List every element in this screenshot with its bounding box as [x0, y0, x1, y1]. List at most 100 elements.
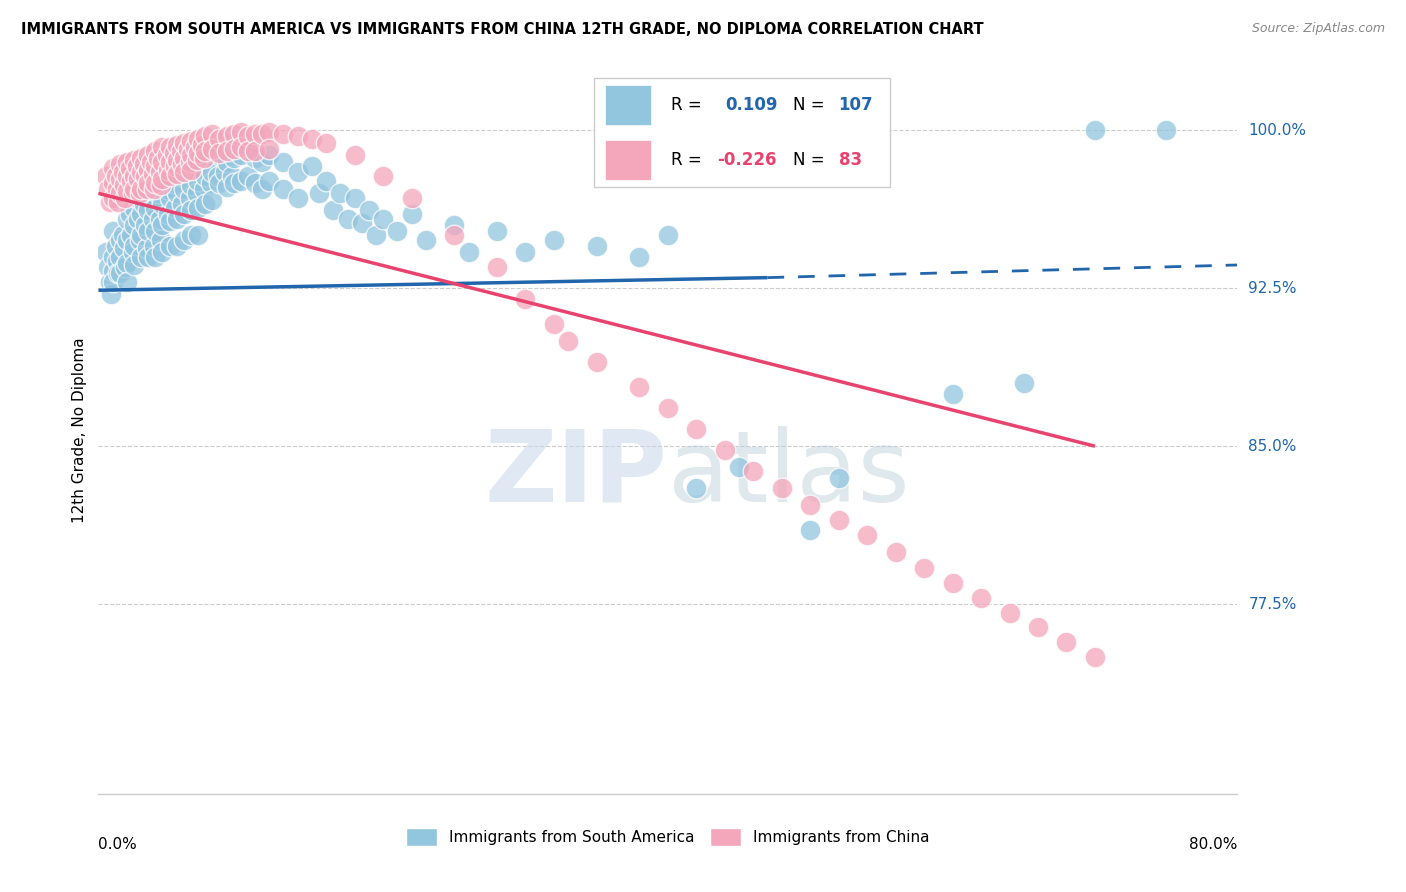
Text: 0.109: 0.109 [725, 96, 778, 114]
Point [108, 186, 131, 201]
Point [657, 401, 679, 416]
Point [136, 203, 159, 218]
Point [159, 190, 181, 204]
Point [108, 233, 131, 247]
Point [343, 190, 366, 204]
Point [97, 260, 120, 274]
Text: 92.5%: 92.5% [1249, 281, 1296, 295]
Point [127, 211, 149, 226]
Text: 77.5%: 77.5% [1249, 597, 1296, 612]
Point [1012, 376, 1035, 390]
Point [585, 239, 607, 253]
Point [111, 228, 134, 243]
Point [180, 151, 202, 165]
Point [152, 197, 174, 211]
Point [108, 157, 131, 171]
Point [187, 131, 209, 145]
Text: atlas: atlas [668, 425, 910, 523]
Point [114, 190, 136, 204]
Point [136, 250, 159, 264]
Point [145, 159, 167, 173]
Point [149, 211, 172, 226]
Point [173, 165, 195, 179]
Point [329, 186, 352, 201]
Point [142, 182, 165, 196]
Point [170, 144, 193, 158]
Point [173, 151, 195, 165]
Point [315, 174, 337, 188]
Point [486, 224, 509, 238]
Point [201, 193, 224, 207]
Text: 0.0%: 0.0% [98, 838, 138, 853]
Point [166, 167, 188, 181]
Point [129, 250, 152, 264]
Point [1056, 635, 1078, 649]
Point [104, 239, 127, 253]
Point [149, 165, 172, 179]
Point [243, 151, 266, 165]
Point [884, 544, 907, 558]
Point [401, 190, 423, 204]
Text: N =: N = [793, 96, 825, 114]
Point [173, 233, 195, 247]
Point [207, 169, 229, 184]
Point [215, 144, 238, 158]
Point [243, 176, 266, 190]
Point [799, 524, 821, 538]
Point [193, 151, 215, 165]
Point [198, 151, 221, 165]
Point [236, 144, 259, 158]
Point [728, 460, 751, 475]
Point [912, 561, 935, 575]
Point [136, 176, 159, 190]
Point [828, 513, 851, 527]
Point [215, 154, 238, 169]
Point [139, 154, 162, 169]
Point [628, 250, 651, 264]
Point [115, 256, 138, 270]
Point [273, 154, 295, 169]
Point [159, 165, 181, 179]
Point [166, 153, 188, 167]
Point [145, 176, 167, 190]
Point [148, 186, 170, 201]
Point [152, 218, 174, 232]
Point [486, 260, 509, 274]
Point [229, 125, 252, 139]
Point [201, 142, 224, 156]
Point [315, 136, 337, 150]
Point [336, 211, 359, 226]
Point [152, 171, 174, 186]
Point [457, 245, 479, 260]
Point [193, 182, 215, 196]
Point [194, 144, 217, 158]
Point [156, 148, 179, 162]
Text: R =: R = [671, 96, 702, 114]
Point [108, 250, 131, 264]
Point [114, 260, 136, 274]
Point [628, 380, 651, 394]
Point [128, 186, 150, 201]
Point [173, 207, 195, 221]
Point [166, 186, 188, 201]
Point [186, 186, 208, 201]
Point [322, 203, 344, 218]
Point [122, 239, 145, 253]
Point [134, 169, 156, 184]
Point [115, 154, 138, 169]
Point [184, 161, 207, 175]
Point [112, 241, 135, 255]
Text: N =: N = [793, 151, 825, 169]
Point [343, 148, 366, 162]
Point [259, 125, 281, 139]
Point [141, 167, 163, 181]
Point [208, 146, 231, 161]
Point [163, 146, 186, 161]
Point [159, 154, 181, 169]
Point [172, 197, 194, 211]
Point [201, 165, 224, 179]
Point [187, 174, 209, 188]
Point [222, 176, 245, 190]
Point [557, 334, 579, 348]
Point [799, 498, 821, 512]
